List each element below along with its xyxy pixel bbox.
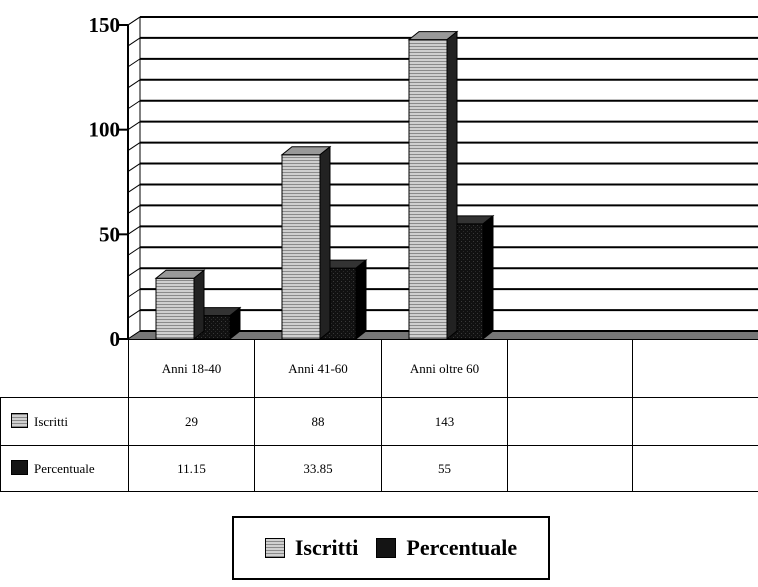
table-cell: Anni oltre 60 (381, 339, 508, 398)
table-corner (1, 340, 129, 398)
gridline-side (127, 100, 141, 110)
gridline-side (127, 204, 141, 214)
table-cell: 143 (381, 397, 508, 446)
bar-iscritti (280, 145, 332, 341)
gridline-side (127, 142, 141, 152)
table-cell: 33.85 (254, 445, 382, 492)
data-table: Anni 18-40 Anni 41-60 Anni oltre 60 Iscritt… (0, 339, 758, 492)
gridline-side (127, 330, 141, 340)
gridline-side (127, 309, 141, 319)
gridline-side (127, 267, 141, 277)
legend-item-percentuale: Percentuale (376, 535, 517, 561)
gridline-side (127, 184, 141, 193)
bar-iscritti (407, 30, 459, 341)
row-header: Iscritti (0, 397, 129, 446)
table-cell (507, 397, 633, 446)
table-cell: Anni 18-40 (128, 339, 255, 398)
gridline-side (127, 225, 141, 235)
table-row: Anni 18-40 Anni 41-60 Anni oltre 60 (1, 339, 758, 398)
row-header: Percentuale (0, 445, 129, 492)
table-cell (632, 445, 758, 492)
row-swatch (11, 413, 28, 428)
gridline-side (127, 37, 141, 47)
y-axis-ticks: 150 100 50 0 (89, 13, 128, 351)
gridline-side (127, 16, 141, 26)
table-cell: Anni 41-60 (254, 339, 382, 398)
y-tick-label: 50 (99, 222, 120, 246)
table-cell: 55 (381, 445, 508, 492)
y-tick-label: 0 (110, 327, 121, 351)
gridline-side (127, 121, 141, 131)
gridline-side (127, 58, 141, 68)
legend-label-percentuale: Percentuale (406, 535, 518, 560)
bars (154, 30, 495, 341)
legend-label-iscritti: Iscritti (294, 535, 359, 560)
table-cell (507, 445, 633, 492)
legend-swatch-percentuale (376, 538, 397, 558)
table-cell: 11.15 (128, 445, 255, 492)
table-cell: 88 (254, 397, 382, 446)
row-swatch (11, 460, 28, 475)
row-label: Iscritti (34, 414, 68, 429)
row-label: Percentuale (34, 461, 95, 476)
table-row: Iscritti 29 88 143 (0, 397, 758, 446)
gridline-side (127, 79, 141, 89)
legend-item-iscritti: Iscritti (264, 535, 359, 561)
legend-swatch-iscritti (264, 538, 285, 558)
gridline-side (127, 246, 141, 256)
table-cell (507, 339, 633, 398)
table-row: Percentuale 11.15 33.85 55 (0, 445, 758, 492)
y-tick-label: 150 (89, 13, 121, 37)
y-tick-label: 100 (89, 118, 121, 142)
table-cell (632, 397, 758, 446)
gridline-side (127, 288, 141, 298)
legend: Iscritti Percentuale (232, 516, 550, 580)
table-cell: 29 (128, 397, 255, 446)
bar-iscritti (154, 269, 206, 341)
gridline-side (127, 163, 141, 172)
table-cell (632, 339, 758, 398)
